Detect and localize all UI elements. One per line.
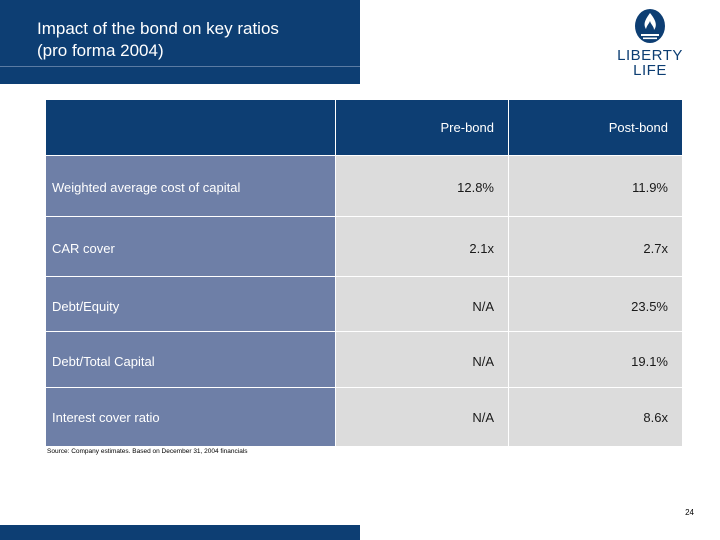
cell-pre-text: 12.8% bbox=[457, 180, 494, 195]
table-row-label: CAR cover bbox=[46, 217, 335, 276]
flame-emblem-icon bbox=[635, 9, 665, 43]
cell-pre-text: N/A bbox=[472, 299, 494, 314]
table-cell-pre: 12.8% bbox=[336, 156, 508, 216]
row-label-text: Interest cover ratio bbox=[52, 410, 160, 425]
liberty-life-logo: LIBERTY LIFE bbox=[610, 8, 690, 80]
header-cell-post-bond: Post-bond bbox=[509, 100, 682, 155]
cell-post-text: 11.9% bbox=[632, 180, 668, 195]
cell-pre-text: N/A bbox=[472, 354, 494, 369]
row-label-text: Weighted average cost of capital bbox=[52, 180, 241, 195]
cell-post-text: 19.1% bbox=[631, 354, 668, 369]
table-cell-post: 8.6x bbox=[509, 388, 682, 446]
slide-title-line2: (pro forma 2004) bbox=[37, 41, 164, 60]
table-cell-pre: N/A bbox=[336, 332, 508, 387]
title-banner: Impact of the bond on key ratios (pro fo… bbox=[0, 0, 360, 84]
cell-post-text: 2.7x bbox=[643, 241, 668, 256]
slide-title: Impact of the bond on key ratios (pro fo… bbox=[37, 18, 279, 62]
table-cell-post: 23.5% bbox=[509, 277, 682, 331]
header-post-bond-text: Post-bond bbox=[608, 120, 668, 135]
row-label-text: Debt/Equity bbox=[52, 299, 120, 314]
header-cell-label bbox=[46, 100, 335, 155]
table-cell-pre: 2.1x bbox=[336, 217, 508, 276]
table-row-label: Weighted average cost of capital bbox=[46, 156, 335, 216]
table-cell-post: 11.9% bbox=[509, 156, 682, 216]
logo-text-life: LIFE bbox=[633, 62, 667, 79]
header-pre-bond-text: Pre-bond bbox=[440, 120, 494, 135]
logo-text-liberty: LIBERTY bbox=[617, 47, 683, 64]
page-number: 24 bbox=[685, 508, 694, 517]
cell-pre-text: N/A bbox=[472, 410, 494, 425]
cell-post-text: 8.6x bbox=[643, 410, 668, 425]
ratios-table: Pre-bond Post-bond Weighted average cost… bbox=[46, 100, 682, 446]
row-label-text: Debt/Total Capital bbox=[52, 354, 155, 369]
header-cell-pre-bond: Pre-bond bbox=[336, 100, 508, 155]
row-label-text: CAR cover bbox=[52, 241, 115, 256]
source-note: Source: Company estimates. Based on Dece… bbox=[47, 448, 248, 455]
table-row-label: Debt/Equity bbox=[46, 277, 335, 331]
slide-title-line1: Impact of the bond on key ratios bbox=[37, 19, 279, 38]
footer-bar bbox=[0, 525, 360, 540]
table-cell-post: 2.7x bbox=[509, 217, 682, 276]
table-cell-pre: N/A bbox=[336, 277, 508, 331]
table-row-label: Interest cover ratio bbox=[46, 388, 335, 446]
cell-post-text: 23.5% bbox=[631, 299, 668, 314]
table-cell-pre: N/A bbox=[336, 388, 508, 446]
table-cell-post: 19.1% bbox=[509, 332, 682, 387]
title-divider bbox=[0, 66, 360, 67]
cell-pre-text: 2.1x bbox=[469, 241, 494, 256]
table-row-label: Debt/Total Capital bbox=[46, 332, 335, 387]
